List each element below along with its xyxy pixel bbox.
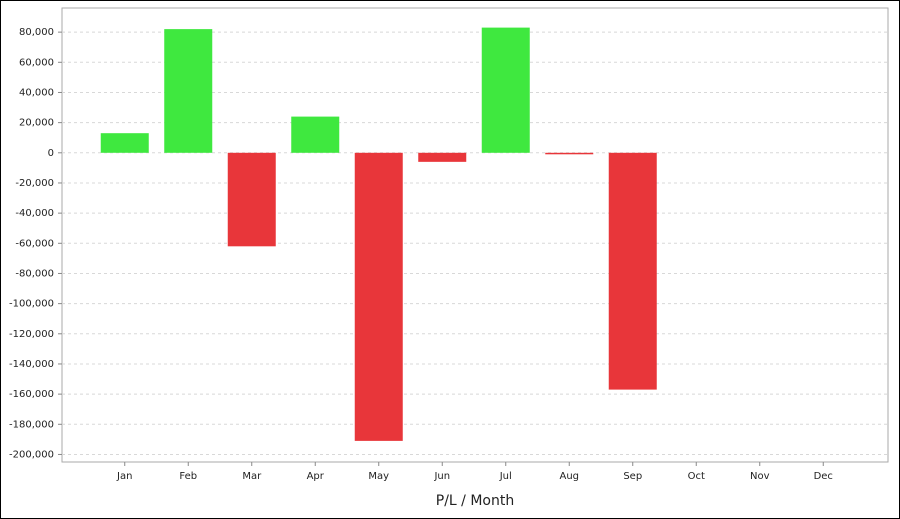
bar — [164, 29, 213, 153]
x-tick-label: Feb — [179, 471, 197, 482]
x-tick-label: Dec — [814, 471, 833, 482]
y-tick-label: -20,000 — [15, 178, 54, 189]
x-tick-label: Nov — [750, 471, 770, 482]
y-tick-label: 80,000 — [19, 27, 54, 38]
x-tick-label: Apr — [307, 471, 325, 482]
bar — [608, 152, 657, 390]
y-tick-label: -60,000 — [15, 238, 54, 249]
y-tick-label: -100,000 — [9, 299, 54, 310]
y-tick-label: -120,000 — [9, 329, 54, 340]
y-tick-label: -40,000 — [15, 208, 54, 219]
y-tick-label: 0 — [48, 148, 54, 159]
y-tick-label: 40,000 — [19, 87, 54, 98]
y-tick-label: 20,000 — [19, 118, 54, 129]
bar — [481, 27, 530, 153]
bar — [291, 116, 340, 153]
bar — [354, 152, 403, 441]
x-tick-label: May — [368, 471, 389, 482]
x-tick-label: Jul — [499, 471, 512, 482]
x-tick-label: Jun — [433, 471, 450, 482]
y-tick-label: -180,000 — [9, 419, 54, 430]
y-tick-label: -200,000 — [9, 449, 54, 460]
x-axis-label: P/L / Month — [436, 493, 514, 509]
bar — [100, 133, 149, 153]
y-tick-label: -160,000 — [9, 389, 54, 400]
x-tick-label: Oct — [688, 471, 705, 482]
x-tick-label: Aug — [559, 471, 579, 482]
bar — [227, 152, 276, 247]
y-tick-label: -140,000 — [9, 359, 54, 370]
y-tick-label: -80,000 — [15, 268, 54, 279]
x-tick-label: Mar — [242, 471, 262, 482]
bar — [545, 152, 594, 155]
x-tick-label: Jan — [116, 471, 132, 482]
y-tick-label: 60,000 — [19, 57, 54, 68]
x-tick-label: Sep — [623, 471, 642, 482]
bar — [418, 152, 467, 162]
